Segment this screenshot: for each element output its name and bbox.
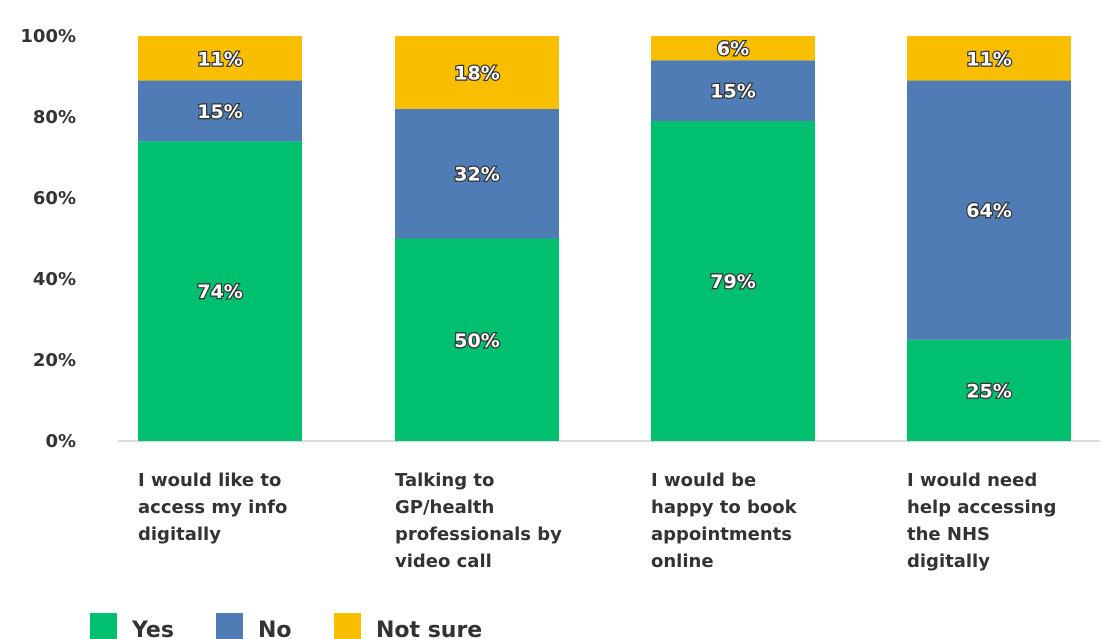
category-label-line: Talking to	[395, 470, 494, 491]
category-label-line: online	[651, 551, 714, 572]
data-label: 11%	[966, 48, 1011, 70]
category-label-line: the NHS	[907, 524, 990, 545]
legend-swatch	[334, 613, 361, 639]
category-label: I would need help accessing the NHS digital…	[907, 470, 1056, 572]
category-label-line: professionals by	[395, 524, 562, 545]
data-label: 11%	[197, 48, 242, 70]
bars	[138, 36, 1071, 441]
y-tick-label: 40%	[33, 269, 76, 290]
legend-label: No	[258, 618, 292, 639]
category-label-line: I would be	[651, 470, 756, 491]
category-label-line: digitally	[138, 524, 221, 545]
category-label-line: GP/health	[395, 497, 494, 518]
y-tick-label: 60%	[33, 188, 76, 209]
category-label-line: appointments	[651, 524, 792, 545]
category-label: I would like to access my info digitally	[138, 470, 287, 545]
y-tick-label: 100%	[20, 26, 76, 47]
data-label: 15%	[710, 81, 755, 103]
legend: Yes No Not sure	[90, 613, 482, 639]
y-axis: 0% 20% 40% 60% 80% 100%	[20, 26, 76, 452]
category-label-line: help accessing	[907, 497, 1056, 518]
data-label: 74%	[197, 281, 242, 303]
category-label-line: I would need	[907, 470, 1037, 491]
y-tick-label: 80%	[33, 107, 76, 128]
data-label: 32%	[454, 164, 499, 186]
category-label-line: digitally	[907, 551, 990, 572]
legend-swatch	[90, 613, 117, 639]
data-label: 6%	[717, 38, 749, 60]
data-label: 50%	[454, 330, 499, 352]
category-label: I would be happy to book appointments onlin…	[651, 470, 798, 572]
legend-label: Not sure	[376, 618, 482, 639]
category-label-line: I would like to	[138, 470, 281, 491]
category-label-line: access my info	[138, 497, 287, 518]
data-label: 25%	[966, 380, 1011, 402]
data-label: 18%	[454, 62, 499, 84]
data-label: 15%	[197, 101, 242, 123]
category-label: Talking to GP/health professionals by video…	[395, 470, 562, 572]
data-label: 64%	[966, 200, 1011, 222]
legend-swatch	[216, 613, 243, 639]
category-label-line: happy to book	[651, 497, 798, 518]
category-label-line: video call	[395, 551, 492, 572]
data-labels: 74% 15% 11% 50% 32% 18% 79% 15% 6% 25% 64% 11%	[197, 38, 1011, 402]
data-label: 79%	[710, 271, 755, 293]
y-tick-label: 0%	[45, 431, 76, 452]
legend-label: Yes	[131, 618, 174, 639]
y-tick-label: 20%	[33, 350, 76, 371]
category-labels: I would like to access my info digitally Ta…	[138, 470, 1056, 572]
